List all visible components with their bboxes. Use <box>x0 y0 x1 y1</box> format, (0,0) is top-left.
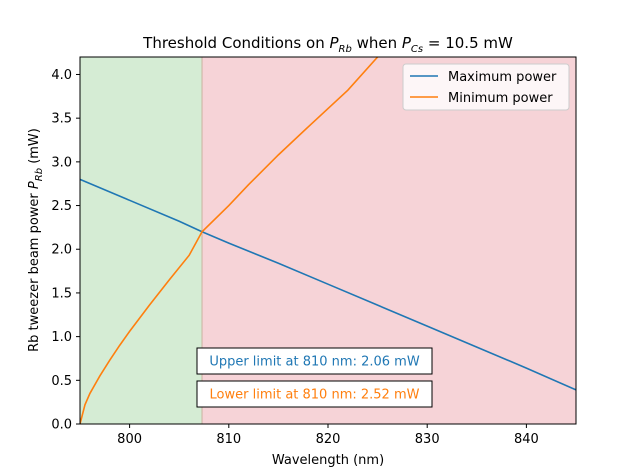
x-tick-label: 810 <box>216 432 241 447</box>
x-tick-label: 840 <box>514 432 539 447</box>
y-tick-label: 2.0 <box>51 243 72 258</box>
y-tick-label: 1.0 <box>51 330 72 345</box>
upper-limit-annotation: Upper limit at 810 nm: 2.06 mW <box>196 347 433 375</box>
x-axis-label: Wavelength (nm) <box>272 453 384 468</box>
lower-limit-annotation: Lower limit at 810 nm: 2.52 mW <box>196 380 433 408</box>
legend: Maximum power Minimum power <box>402 63 570 111</box>
x-tick-label: 820 <box>316 432 341 447</box>
y-tick-label: 2.5 <box>51 199 72 214</box>
y-tick-label: 1.5 <box>51 286 72 301</box>
y-axis-ticks: 0.0 0.5 1.0 1.5 2.0 2.5 3.0 3.5 4.0 <box>51 68 80 433</box>
legend-label-maximum-power: Maximum power <box>448 70 557 85</box>
lower-limit-box <box>196 380 433 408</box>
y-tick-label: 4.0 <box>51 68 72 83</box>
y-tick-label: 0.5 <box>51 374 72 389</box>
y-tick-label: 3.0 <box>51 155 72 170</box>
x-tick-label: 800 <box>117 432 142 447</box>
y-tick-label: 0.0 <box>51 418 72 433</box>
legend-box <box>402 63 570 111</box>
y-tick-label: 3.5 <box>51 112 72 127</box>
lower-limit-text: Lower limit at 810 nm: 2.52 mW <box>210 388 420 403</box>
upper-limit-box <box>196 347 433 375</box>
x-tick-label: 830 <box>415 432 440 447</box>
chart-title: Threshold Conditions on PRb when PCs = 1… <box>142 34 513 55</box>
legend-label-minimum-power: Minimum power <box>448 91 553 106</box>
upper-limit-text: Upper limit at 810 nm: 2.06 mW <box>209 355 420 370</box>
y-axis-label: Rb tweezer beam power PRb (mW) <box>27 128 45 352</box>
maximum-power-line <box>80 178 576 391</box>
minimum-power-line <box>80 57 379 424</box>
allowed-region <box>80 57 203 424</box>
x-axis-ticks: 800 810 820 830 840 <box>117 424 539 447</box>
